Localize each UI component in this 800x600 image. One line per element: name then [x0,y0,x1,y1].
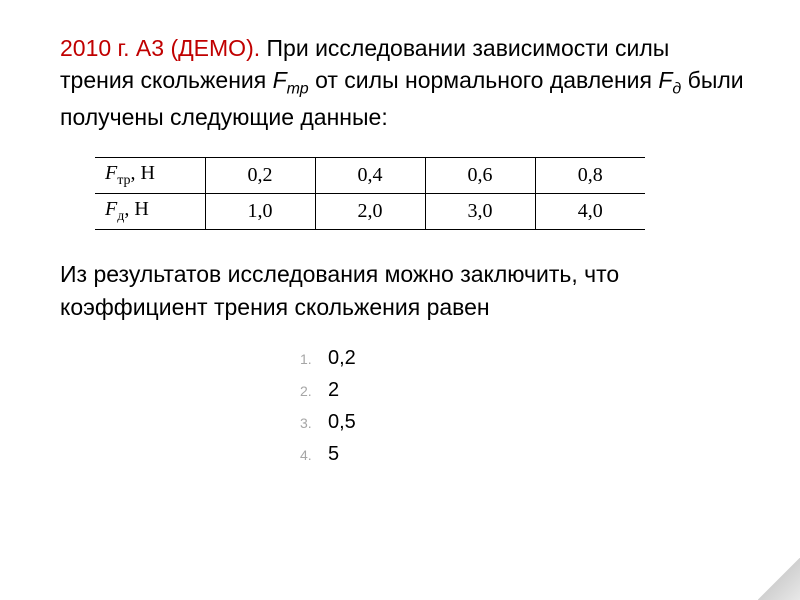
cell: 3,0 [425,194,535,230]
row1-base: F [105,162,117,184]
var2-base: F [658,67,672,93]
row1-sub: тр [117,173,130,188]
data-table: Fтр, Н 0,2 0,4 0,6 0,8 Fд, Н 1,0 2,0 3,0… [95,157,645,230]
row1-label: Fтр, Н [95,158,205,194]
problem-header: 2010 г. А3 (ДЕМО). При исследовании зави… [60,32,745,133]
cell: 4,0 [535,194,645,230]
table-row: Fд, Н 1,0 2,0 3,0 4,0 [95,194,645,230]
cell: 0,2 [205,158,315,194]
problem-prefix: 2010 г. А3 (ДЕМО). [60,35,260,61]
cell: 1,0 [205,194,315,230]
cell: 2,0 [315,194,425,230]
option-item: 5 [300,439,745,469]
row2-label: Fд, Н [95,194,205,230]
cell: 0,4 [315,158,425,194]
option-item: 2 [300,375,745,405]
var1-sub: тр [287,81,309,98]
var2-sub: д [672,81,681,98]
header-body-2: от силы нормального давления [309,67,659,93]
row2-unit: , Н [124,198,148,220]
var1-base: F [273,67,287,93]
cell: 0,8 [535,158,645,194]
conclusion-text: Из результатов исследования можно заключ… [60,258,745,322]
answer-options: 0,2 2 0,5 5 [300,343,745,469]
table-row: Fтр, Н 0,2 0,4 0,6 0,8 [95,158,645,194]
cell: 0,6 [425,158,535,194]
row1-unit: , Н [131,162,155,184]
page-corner-fold [758,558,800,600]
row2-base: F [105,198,117,220]
option-item: 0,5 [300,407,745,437]
option-item: 0,2 [300,343,745,373]
